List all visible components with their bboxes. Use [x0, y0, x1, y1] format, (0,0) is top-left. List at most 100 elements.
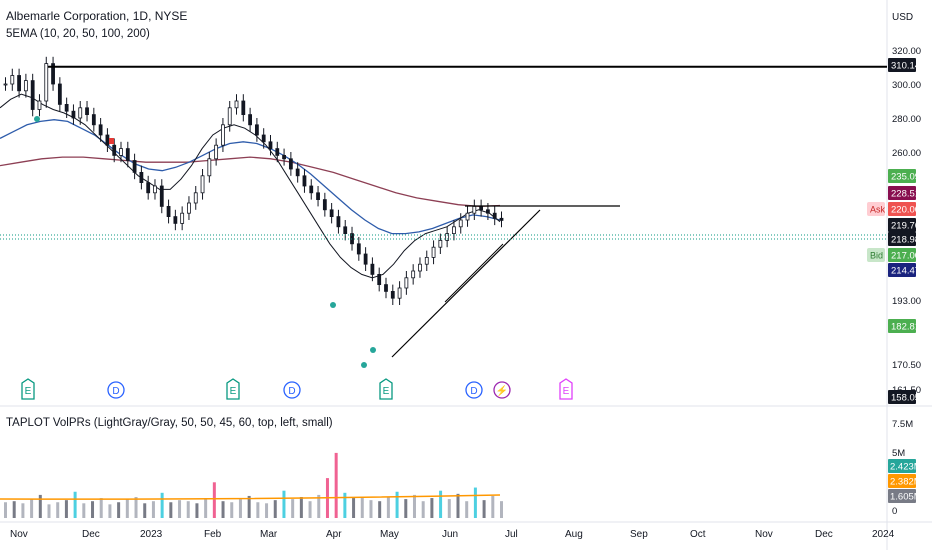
candle-body: [343, 226, 348, 235]
volume-badge: 2.423M: [888, 459, 922, 473]
volume-bar: [108, 504, 112, 518]
volume-bar: [412, 494, 416, 518]
time-tick-label: Feb: [204, 529, 222, 540]
price-badge-bg: [888, 248, 916, 262]
candle-body: [458, 219, 463, 228]
candle-body: [295, 168, 300, 177]
marker-text: D: [112, 386, 119, 397]
marker-circle: [493, 381, 511, 399]
volume-bar: [169, 502, 173, 518]
candle-body: [316, 192, 320, 201]
candle-body: [302, 175, 307, 187]
time-tick-label: Apr: [326, 529, 342, 540]
candle-body: [119, 148, 123, 156]
volume-bar: [360, 497, 364, 518]
volume-badge-bg: [888, 459, 916, 473]
candle-body: [187, 202, 191, 214]
volume-bar: [212, 482, 216, 518]
volume-bar: [465, 501, 469, 518]
earnings-marker[interactable]: E: [379, 378, 393, 400]
candle-body: [424, 256, 429, 265]
marker-text: E: [563, 386, 570, 397]
volume-badge-label: 2.423M: [890, 462, 922, 473]
candle-body: [200, 175, 205, 194]
price-badge-bg: [888, 232, 916, 246]
marker-text: ⚡: [496, 384, 508, 397]
dividend-marker[interactable]: D: [107, 381, 125, 399]
candle-body: [241, 100, 246, 115]
candle-body: [193, 192, 198, 204]
earnings-marker[interactable]: E: [21, 378, 35, 400]
volume-bar: [500, 501, 503, 518]
volume-bar: [117, 502, 121, 518]
candle-body: [64, 104, 69, 112]
candle-body: [479, 205, 484, 211]
marker-text: E: [383, 386, 390, 397]
trendline-upper: [391, 209, 541, 358]
price-badge: 235.09: [888, 169, 920, 183]
candle-body: [173, 216, 178, 224]
volume-tick-label: 0: [892, 506, 897, 517]
volume-bar: [378, 501, 382, 518]
candle-body: [390, 290, 395, 299]
time-tick-label: Nov: [10, 529, 28, 540]
volume-bar: [317, 494, 321, 518]
candle-body: [363, 253, 368, 265]
indicator-legend[interactable]: 5EMA (10, 20, 50, 100, 200): [6, 28, 150, 40]
dividend-marker[interactable]: D: [465, 381, 483, 399]
volume-badge-bg: [888, 474, 916, 488]
price-badge: 220.00 Ask: [867, 202, 920, 216]
candle-body: [356, 243, 361, 255]
candle-body: [452, 226, 456, 235]
price-badge-bg: [888, 58, 916, 72]
volume-bar: [430, 498, 434, 518]
earnings-marker[interactable]: E: [226, 378, 240, 400]
candle-body: [37, 100, 42, 110]
candle-body: [112, 144, 117, 156]
signal-dot: [370, 347, 376, 353]
time-tick-label: Oct: [690, 529, 706, 540]
dividend-marker[interactable]: D: [283, 381, 301, 399]
price-badge-label: 214.47: [891, 266, 920, 277]
candle-body: [153, 185, 157, 194]
price-badge-bg: [888, 319, 916, 333]
volume-indicator-legend[interactable]: TAPLOT VolPRs (LightGray/Gray, 50, 50, 4…: [6, 417, 333, 429]
candle-body: [17, 75, 21, 92]
candle-body: [472, 205, 477, 214]
ema-200-line: [0, 156, 501, 208]
volume-bar: [291, 499, 295, 518]
volume-bar: [134, 497, 138, 518]
earnings-marker[interactable]: E: [559, 378, 573, 400]
currency-label: USD: [892, 12, 913, 23]
price-badge: 217.00 Bid: [867, 248, 920, 262]
volume-bar: [308, 501, 312, 518]
volume-bar: [491, 495, 495, 518]
candle-body: [146, 182, 151, 194]
price-badge-label: 220.00: [891, 205, 920, 216]
volume-badge: 1.605M: [888, 489, 922, 503]
candle-body: [404, 277, 409, 289]
volume-bars: [4, 452, 503, 518]
price-badge-label: 235.09: [891, 172, 920, 183]
candle-body: [309, 185, 314, 194]
candle-body: [57, 83, 62, 105]
candle-body: [411, 270, 416, 279]
price-badge: 182.81: [888, 319, 920, 333]
volume-bar: [230, 502, 234, 518]
split-marker[interactable]: ⚡: [493, 381, 511, 399]
volume-bar: [482, 500, 486, 518]
candle-body: [431, 246, 436, 258]
price-badge: 219.76: [888, 218, 920, 232]
candle-body: [23, 80, 28, 92]
volume-bar: [99, 498, 103, 518]
candle-body: [227, 107, 232, 126]
candle-body: [336, 216, 341, 228]
candle-body: [44, 63, 49, 102]
volume-bar: [265, 503, 269, 518]
price-tick-label: 300.00: [892, 80, 921, 91]
marker-text: E: [25, 386, 32, 397]
ema-50-line: [0, 119, 501, 235]
candle-body: [207, 158, 212, 177]
volume-bar: [439, 490, 443, 518]
